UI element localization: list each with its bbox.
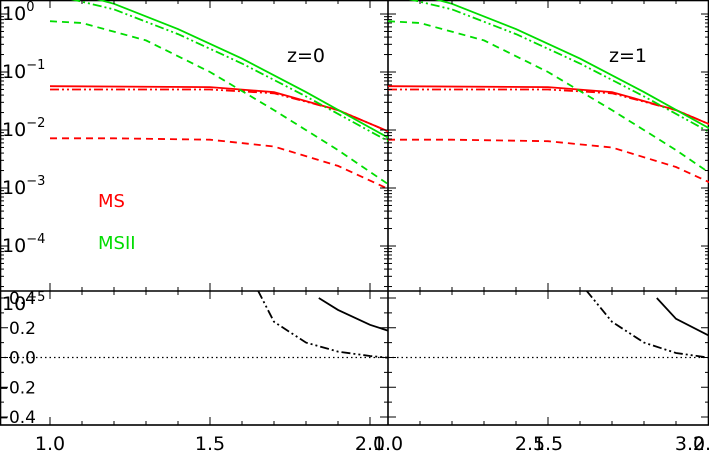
y-tick-exponent: −5 <box>26 290 45 305</box>
y-tick-label: 100 <box>2 0 34 25</box>
y-tick-label: −0.2 <box>0 378 36 398</box>
x-tick-label: 2.0 <box>355 433 385 455</box>
left-top-plot <box>49 0 388 190</box>
y-tick-exponent: −4 <box>26 232 45 247</box>
right-top-series-msii-dash-dot-dot <box>408 0 709 133</box>
x-tick-label: 1.5 <box>533 433 563 455</box>
left-top-series-msii-solid <box>96 0 388 139</box>
right-bottom-x-tick-labels: 1.0 1.5 2.0 2.5 3.0 <box>373 433 709 455</box>
right-bottom-series-dash-dot-dot <box>585 291 709 359</box>
left-bottom-plot <box>0 291 690 387</box>
right-top-series-ms-dashed <box>388 138 709 184</box>
right-top-series-ms-dash-dot-dot <box>388 88 709 126</box>
left-top-redshift-label: z=0 <box>287 45 325 67</box>
left-bottom-ticks <box>0 291 388 425</box>
left-bottom-series-dash-dot-dot <box>257 291 388 359</box>
y-tick-label: 10−3 <box>2 174 45 199</box>
y-tick-label: 0.4 <box>9 289 36 309</box>
left-bottom-series-dashed <box>412 298 690 387</box>
left-top-series-ms-dashed <box>50 137 388 190</box>
y-tick-label: 0.2 <box>9 319 36 339</box>
right-bottom-plot <box>388 291 709 359</box>
y-tick-exponent: −2 <box>26 116 45 131</box>
x-tick-label: 1.0 <box>35 433 65 455</box>
right-bottom-series-solid <box>656 297 709 337</box>
y-tick-label: 10−2 <box>2 116 45 141</box>
linear-y-tick-labels: 0.4 0.2 0.0 −0.2 −0.4 <box>0 289 36 428</box>
y-tick-label: 10−4 <box>2 232 45 257</box>
left-top-series-ms-solid <box>49 85 388 133</box>
x-tick-label: 2.5 <box>515 433 545 455</box>
left-top-series-ms-dash-dot-dot <box>50 88 388 133</box>
y-tick-label: −0.4 <box>0 408 36 428</box>
right-top-plot <box>388 0 709 184</box>
x-tick-label: 1.5 <box>195 433 225 455</box>
panel-frames <box>0 0 709 426</box>
left-bottom-series-solid <box>318 297 388 332</box>
right-top-ticks <box>388 0 709 291</box>
legend-label-msii: MSII <box>98 233 136 254</box>
x-tick-label: 1.0 <box>373 433 403 455</box>
outer-frame <box>0 0 709 426</box>
right-bottom-ticks <box>388 291 709 425</box>
right-top-series-ms-solid <box>388 85 709 126</box>
legend: MS MSII <box>98 191 136 254</box>
left-top-series-msii-dash-dot-dot <box>70 0 388 143</box>
right-top-series-msii-dashed <box>388 20 709 174</box>
legend-label-ms: MS <box>98 191 125 212</box>
x-tick-label: 2.0 <box>693 433 709 455</box>
left-top-ticks <box>0 0 388 291</box>
y-tick-label: 0.0 <box>9 349 36 369</box>
left-bottom-x-tick-labels: 1.0 1.5 2.0 2.5 3.0 <box>35 433 705 455</box>
right-top-series-msii-solid <box>434 0 709 130</box>
x-tick-label: 3.0 <box>675 433 705 455</box>
right-top-redshift-label: z=1 <box>609 45 647 67</box>
left-top-series-msii-dashed <box>49 20 388 186</box>
y-tick-exponent: −3 <box>26 174 45 189</box>
y-tick-exponent: 0 <box>26 0 34 15</box>
y-tick-exponent: −1 <box>26 58 45 73</box>
y-tick-label: 10−1 <box>2 58 45 83</box>
